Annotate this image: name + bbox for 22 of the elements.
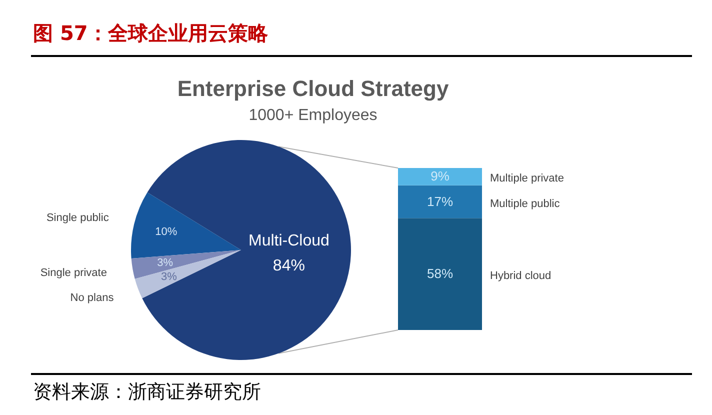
data-label: 3%: [160, 271, 178, 284]
slice-label: Single public: [46, 212, 110, 224]
series-label: Multiple private: [490, 172, 564, 185]
chart-subtitle: 1000+ Employees: [248, 107, 378, 124]
data-label: 58%: [426, 266, 454, 282]
pie-slice: [142, 140, 351, 360]
caption: 图 57：全球企业用云策略: [33, 20, 268, 46]
pie-slice: [131, 192, 241, 258]
data-label: 3%: [157, 257, 174, 270]
slice-label: Multi-Cloud: [248, 232, 330, 250]
chart-title: Enterprise Cloud Strategy: [177, 76, 450, 101]
text: 资料来源：浙商证券研究所: [33, 381, 261, 405]
data-label: 9%: [430, 168, 450, 184]
pie-slice: [131, 250, 241, 279]
data-label: 84%: [272, 257, 305, 274]
slice-label: Single private: [40, 267, 107, 280]
data-label: 17%: [426, 194, 454, 209]
data-label: 10%: [155, 226, 178, 238]
pie-slice: [134, 250, 241, 298]
series-label: Multiple public: [490, 198, 560, 210]
series-label: Hybrid cloud: [490, 270, 552, 282]
slice-label: No plans: [70, 292, 114, 304]
